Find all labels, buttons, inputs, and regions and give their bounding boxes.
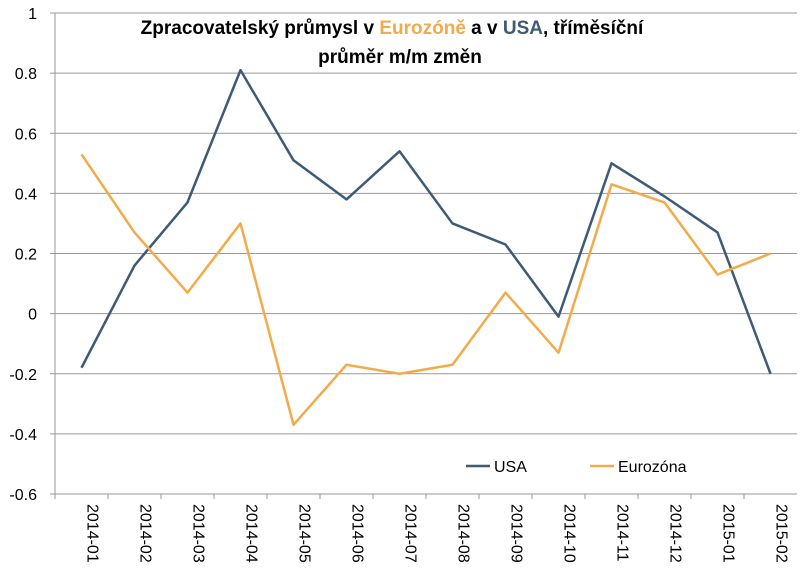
y-tick-label: 0.4	[15, 186, 37, 203]
legend-label-eurozona: Eurozóna	[618, 459, 687, 476]
x-tick-label: 2014-05	[296, 504, 313, 563]
x-tick-label: 2014-08	[455, 504, 472, 563]
y-tick-label: 0	[28, 307, 37, 324]
gridlines	[50, 12, 797, 499]
title-part-eurozone: Eurozóně	[379, 18, 466, 39]
x-tick-label: 2014-03	[190, 504, 207, 563]
x-tick-label: 2014-02	[137, 504, 154, 563]
x-tick-label: 2014-12	[667, 504, 684, 563]
y-tick-label: -0.4	[9, 427, 37, 444]
chart-title-line2: průměr m/m změn	[318, 47, 482, 68]
y-tick-label: -0.6	[9, 487, 37, 504]
x-tick-label: 2014-06	[349, 504, 366, 563]
x-tick-label: 2014-04	[243, 504, 260, 563]
series-lines	[80, 68, 772, 427]
legend-label-usa: USA	[494, 459, 527, 476]
series-line-eurozona	[80, 153, 771, 427]
title-part-usa: USA	[503, 18, 543, 39]
y-tick-label: 0.8	[15, 66, 37, 83]
title-part-5: , tříměsíční	[543, 18, 644, 39]
y-axis-ticks: -0.6 -0.4 -0.2 0 0.2 0.4 0.6 0.8 1	[9, 6, 37, 504]
x-tick-label: 2014-09	[508, 504, 525, 563]
legend: USA Eurozóna	[466, 459, 687, 476]
title-part-3: a v	[466, 18, 503, 39]
x-tick-label: 2014-10	[561, 504, 578, 563]
y-tick-label: 1	[28, 6, 37, 23]
title-part-1: Zpracovatelský průmysl v	[141, 18, 380, 39]
x-tick-label: 2014-07	[402, 504, 419, 563]
chart-title: Zpracovatelský průmysl v Eurozóně a v US…	[141, 18, 644, 39]
y-tick-label: -0.2	[9, 367, 37, 384]
y-tick-label: 0.6	[15, 126, 37, 143]
y-tick-label: 0.2	[15, 247, 37, 264]
x-axis-ticks: 2014-01 2014-02 2014-03 2014-04 2014-05 2014-…	[84, 504, 790, 563]
x-tick-label: 2014-01	[84, 504, 101, 563]
x-tick-label: 2014-11	[614, 504, 631, 562]
series-line-usa	[80, 68, 772, 375]
x-tick-label: 2015-02	[773, 504, 790, 563]
x-tick-label: 2015-01	[720, 504, 737, 563]
